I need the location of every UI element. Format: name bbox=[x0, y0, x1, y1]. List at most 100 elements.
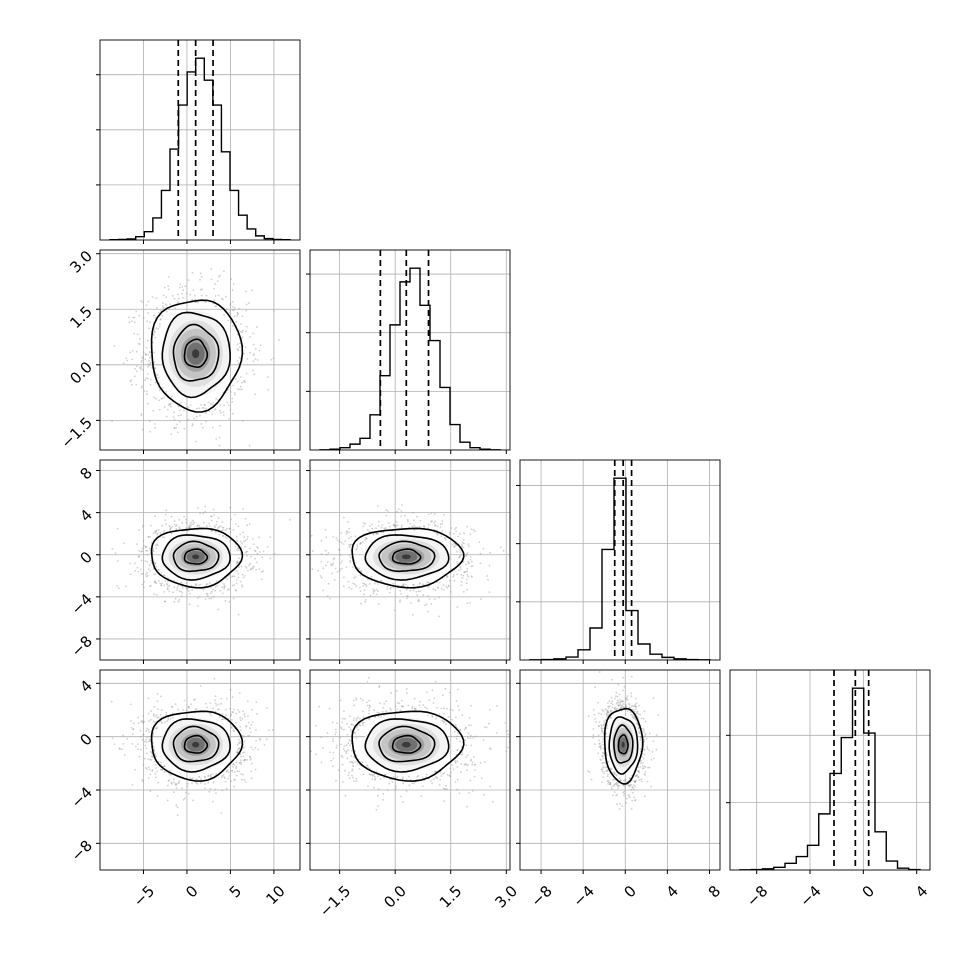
scatter-point bbox=[606, 711, 608, 714]
y-tick-label: 4 bbox=[77, 677, 96, 696]
scatter-point bbox=[150, 751, 153, 754]
scatter-point bbox=[152, 714, 155, 717]
scatter-point bbox=[608, 705, 611, 708]
scatter-point bbox=[643, 749, 646, 751]
scatter-point bbox=[154, 764, 157, 766]
scatter-point bbox=[249, 759, 252, 761]
scatter-point bbox=[606, 714, 608, 717]
scatter-point bbox=[176, 431, 179, 434]
scatter-point bbox=[334, 733, 337, 736]
scatter-point bbox=[227, 319, 229, 322]
scatter-point bbox=[633, 705, 636, 708]
y-tick-label: 0 bbox=[77, 548, 96, 567]
scatter-point bbox=[634, 718, 637, 720]
scatter-point bbox=[232, 575, 234, 577]
scatter-point bbox=[637, 776, 640, 778]
scatter-point bbox=[453, 731, 456, 733]
scatter-point bbox=[134, 562, 137, 565]
scatter-point bbox=[382, 706, 384, 709]
scatter-point bbox=[372, 590, 375, 593]
scatter-point bbox=[395, 510, 398, 513]
scatter-point bbox=[430, 512, 433, 515]
scatter-point bbox=[161, 305, 164, 307]
scatter-point bbox=[215, 520, 218, 523]
scatter-point bbox=[650, 785, 652, 788]
scatter-point bbox=[362, 722, 364, 724]
scatter-point bbox=[161, 582, 163, 585]
scatter-point bbox=[246, 524, 249, 527]
scatter-point bbox=[209, 775, 212, 778]
scatter-point bbox=[346, 722, 348, 725]
scatter-point bbox=[352, 765, 355, 767]
scatter-point bbox=[177, 301, 180, 304]
scatter-point bbox=[389, 588, 392, 590]
scatter-point bbox=[242, 747, 245, 750]
scatter-point bbox=[235, 767, 238, 770]
scatter-point bbox=[192, 523, 194, 525]
scatter-point bbox=[234, 378, 237, 380]
scatter-point bbox=[630, 713, 633, 716]
scatter-point bbox=[631, 714, 634, 717]
scatter-point bbox=[367, 766, 370, 769]
scatter-point bbox=[269, 536, 272, 538]
scatter-point bbox=[446, 707, 448, 710]
scatter-point bbox=[148, 731, 151, 733]
scatter-point bbox=[639, 766, 642, 768]
scatter-point bbox=[146, 574, 149, 577]
scatter-point bbox=[173, 411, 175, 414]
scatter-point bbox=[156, 714, 158, 716]
scatter-point bbox=[233, 778, 235, 781]
x-tick-label: 1.5 bbox=[436, 882, 466, 912]
scatter-point bbox=[332, 738, 334, 740]
scatter-point bbox=[351, 761, 354, 763]
scatter-point bbox=[641, 765, 644, 767]
scatter-point bbox=[181, 286, 184, 288]
scatter-point bbox=[334, 728, 337, 731]
scatter-point bbox=[651, 750, 654, 753]
scatter-point bbox=[612, 794, 614, 797]
scatter-point bbox=[436, 706, 439, 709]
scatter-point bbox=[613, 791, 616, 794]
scatter-point bbox=[443, 720, 446, 723]
scatter-point bbox=[174, 307, 177, 309]
scatter-point bbox=[243, 536, 246, 539]
scatter-point bbox=[435, 717, 437, 720]
scatter-point bbox=[252, 332, 255, 335]
scatter-point bbox=[643, 753, 646, 756]
scatter-point bbox=[134, 768, 137, 771]
scatter-point bbox=[239, 342, 241, 345]
scatter-point bbox=[641, 756, 643, 758]
scatter-point bbox=[400, 515, 402, 518]
scatter-point bbox=[358, 717, 361, 720]
scatter-point bbox=[149, 536, 152, 538]
scatter-point bbox=[157, 716, 160, 719]
scatter-point bbox=[245, 330, 248, 333]
scatter-point bbox=[208, 790, 211, 793]
scatter-point bbox=[458, 533, 461, 535]
scatter-point bbox=[154, 581, 157, 584]
scatter-point bbox=[386, 585, 389, 588]
scatter-point bbox=[377, 711, 380, 714]
scatter-point bbox=[461, 577, 464, 579]
scatter-point bbox=[216, 708, 219, 711]
scatter-point bbox=[361, 761, 364, 763]
scatter-point bbox=[613, 772, 616, 775]
scatter-point bbox=[601, 730, 604, 733]
scatter-point bbox=[452, 768, 455, 771]
scatter-point bbox=[278, 339, 280, 341]
scatter-point bbox=[227, 588, 230, 590]
scatter-point bbox=[144, 745, 147, 747]
scatter-point bbox=[154, 772, 157, 775]
scatter-point bbox=[197, 605, 199, 607]
scatter-point bbox=[179, 421, 181, 423]
scatter-point bbox=[332, 757, 335, 760]
scatter-point bbox=[606, 770, 609, 772]
scatter-point bbox=[183, 409, 186, 412]
scatter-point bbox=[622, 794, 625, 797]
scatter-point bbox=[149, 585, 151, 587]
scatter-point bbox=[610, 696, 613, 699]
histogram-step-line bbox=[529, 477, 711, 660]
scatter-point bbox=[204, 505, 207, 508]
scatter-point bbox=[347, 742, 350, 745]
scatter-point bbox=[215, 531, 217, 534]
